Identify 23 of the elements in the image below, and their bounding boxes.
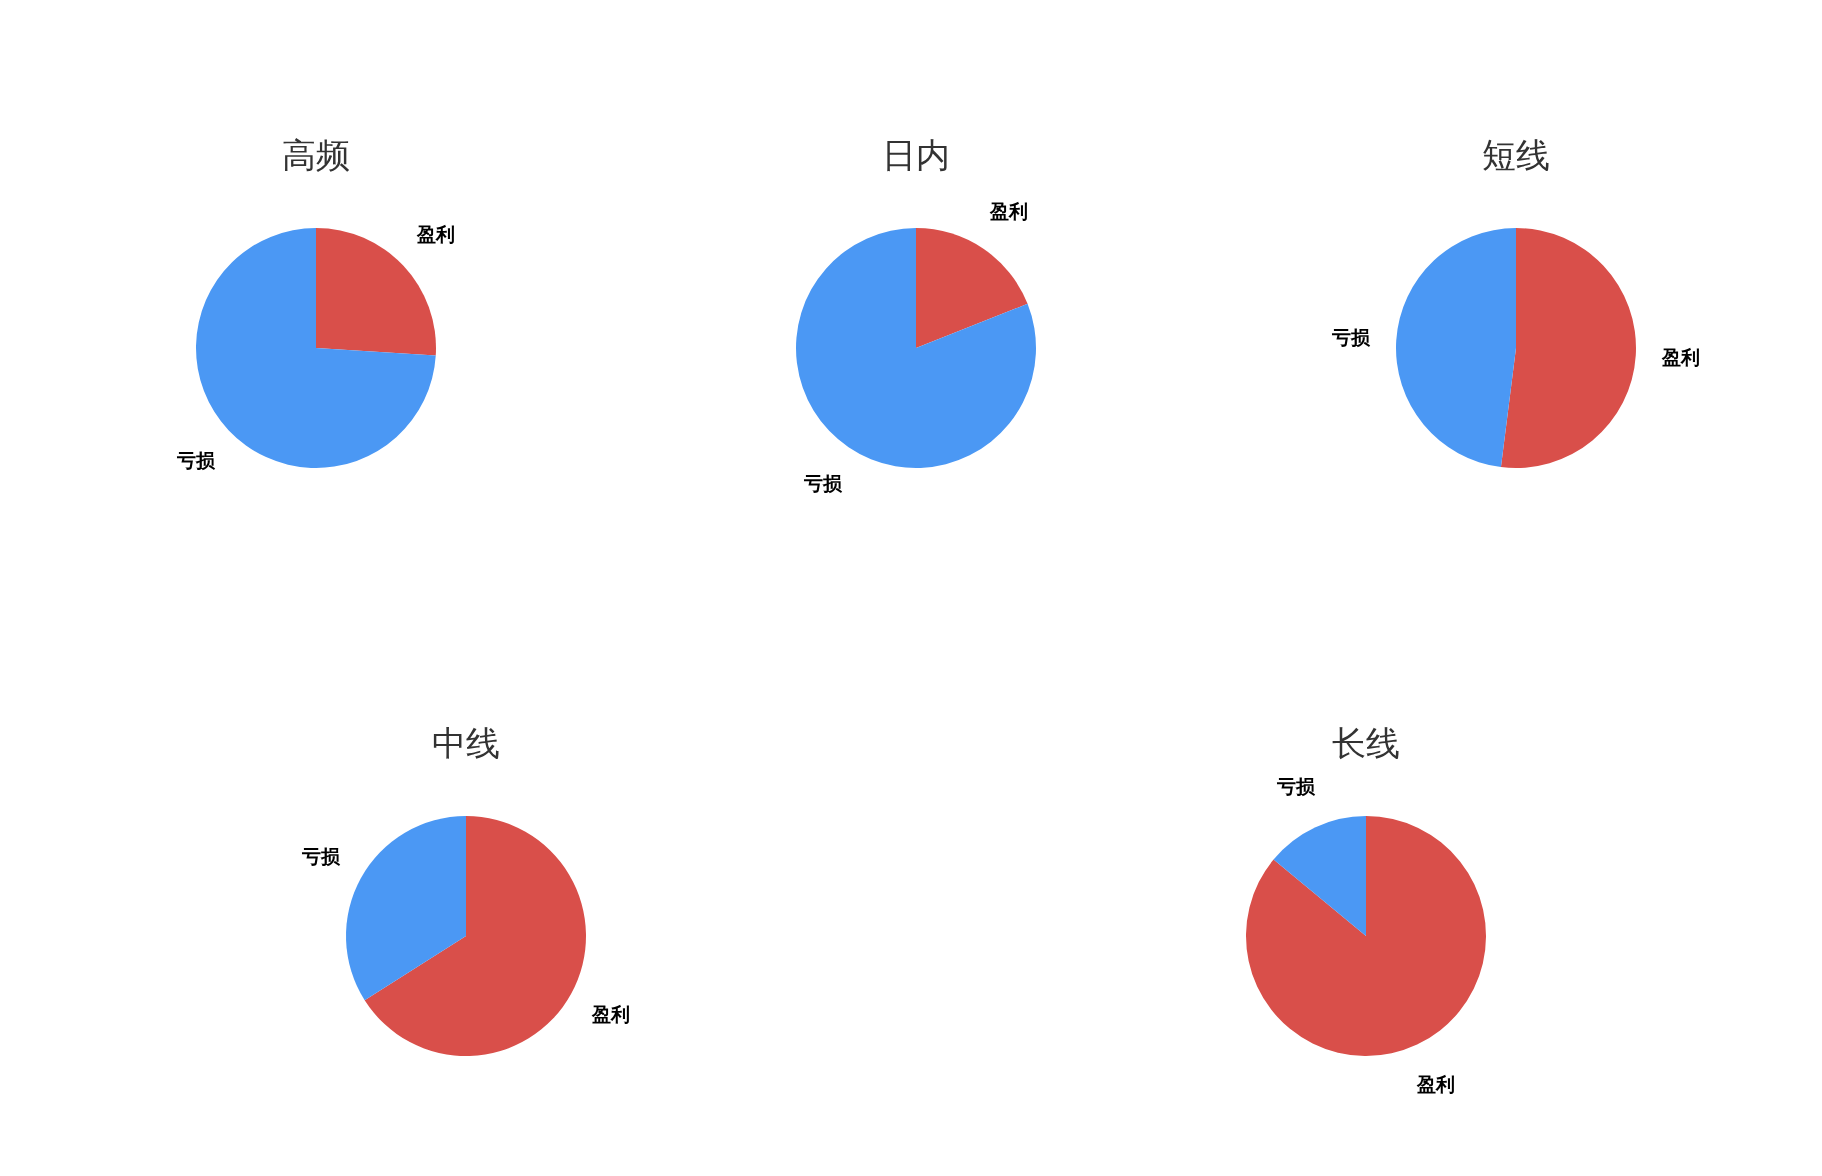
slice-label: 盈利	[988, 199, 1028, 222]
pie-slice	[1396, 228, 1516, 468]
pie-slice	[1246, 816, 1486, 1056]
pie-slice	[346, 816, 466, 1001]
slice-label: 亏损	[301, 844, 342, 867]
slice-label: 盈利	[416, 223, 456, 246]
pie-slice	[1273, 816, 1366, 936]
slice-label: 亏损	[1331, 325, 1372, 348]
pie-slice	[1500, 228, 1636, 468]
chart-title: 高频	[282, 135, 350, 175]
pie-slice	[364, 816, 586, 1056]
chart-title: 日内	[882, 135, 950, 175]
slice-label: 亏损	[803, 472, 844, 495]
slice-label: 亏损	[175, 448, 216, 471]
slice-label: 盈利	[590, 1003, 630, 1026]
slice-label: 亏损	[1275, 774, 1316, 797]
chart-title: 短线	[1482, 135, 1550, 175]
pie-slice	[916, 228, 1028, 348]
slice-label: 盈利	[1660, 346, 1700, 369]
chart-title: 中线	[432, 723, 500, 763]
slice-label: 盈利	[1416, 1073, 1456, 1096]
pie-slice	[796, 228, 1036, 468]
chart-title: 长线	[1332, 723, 1400, 763]
